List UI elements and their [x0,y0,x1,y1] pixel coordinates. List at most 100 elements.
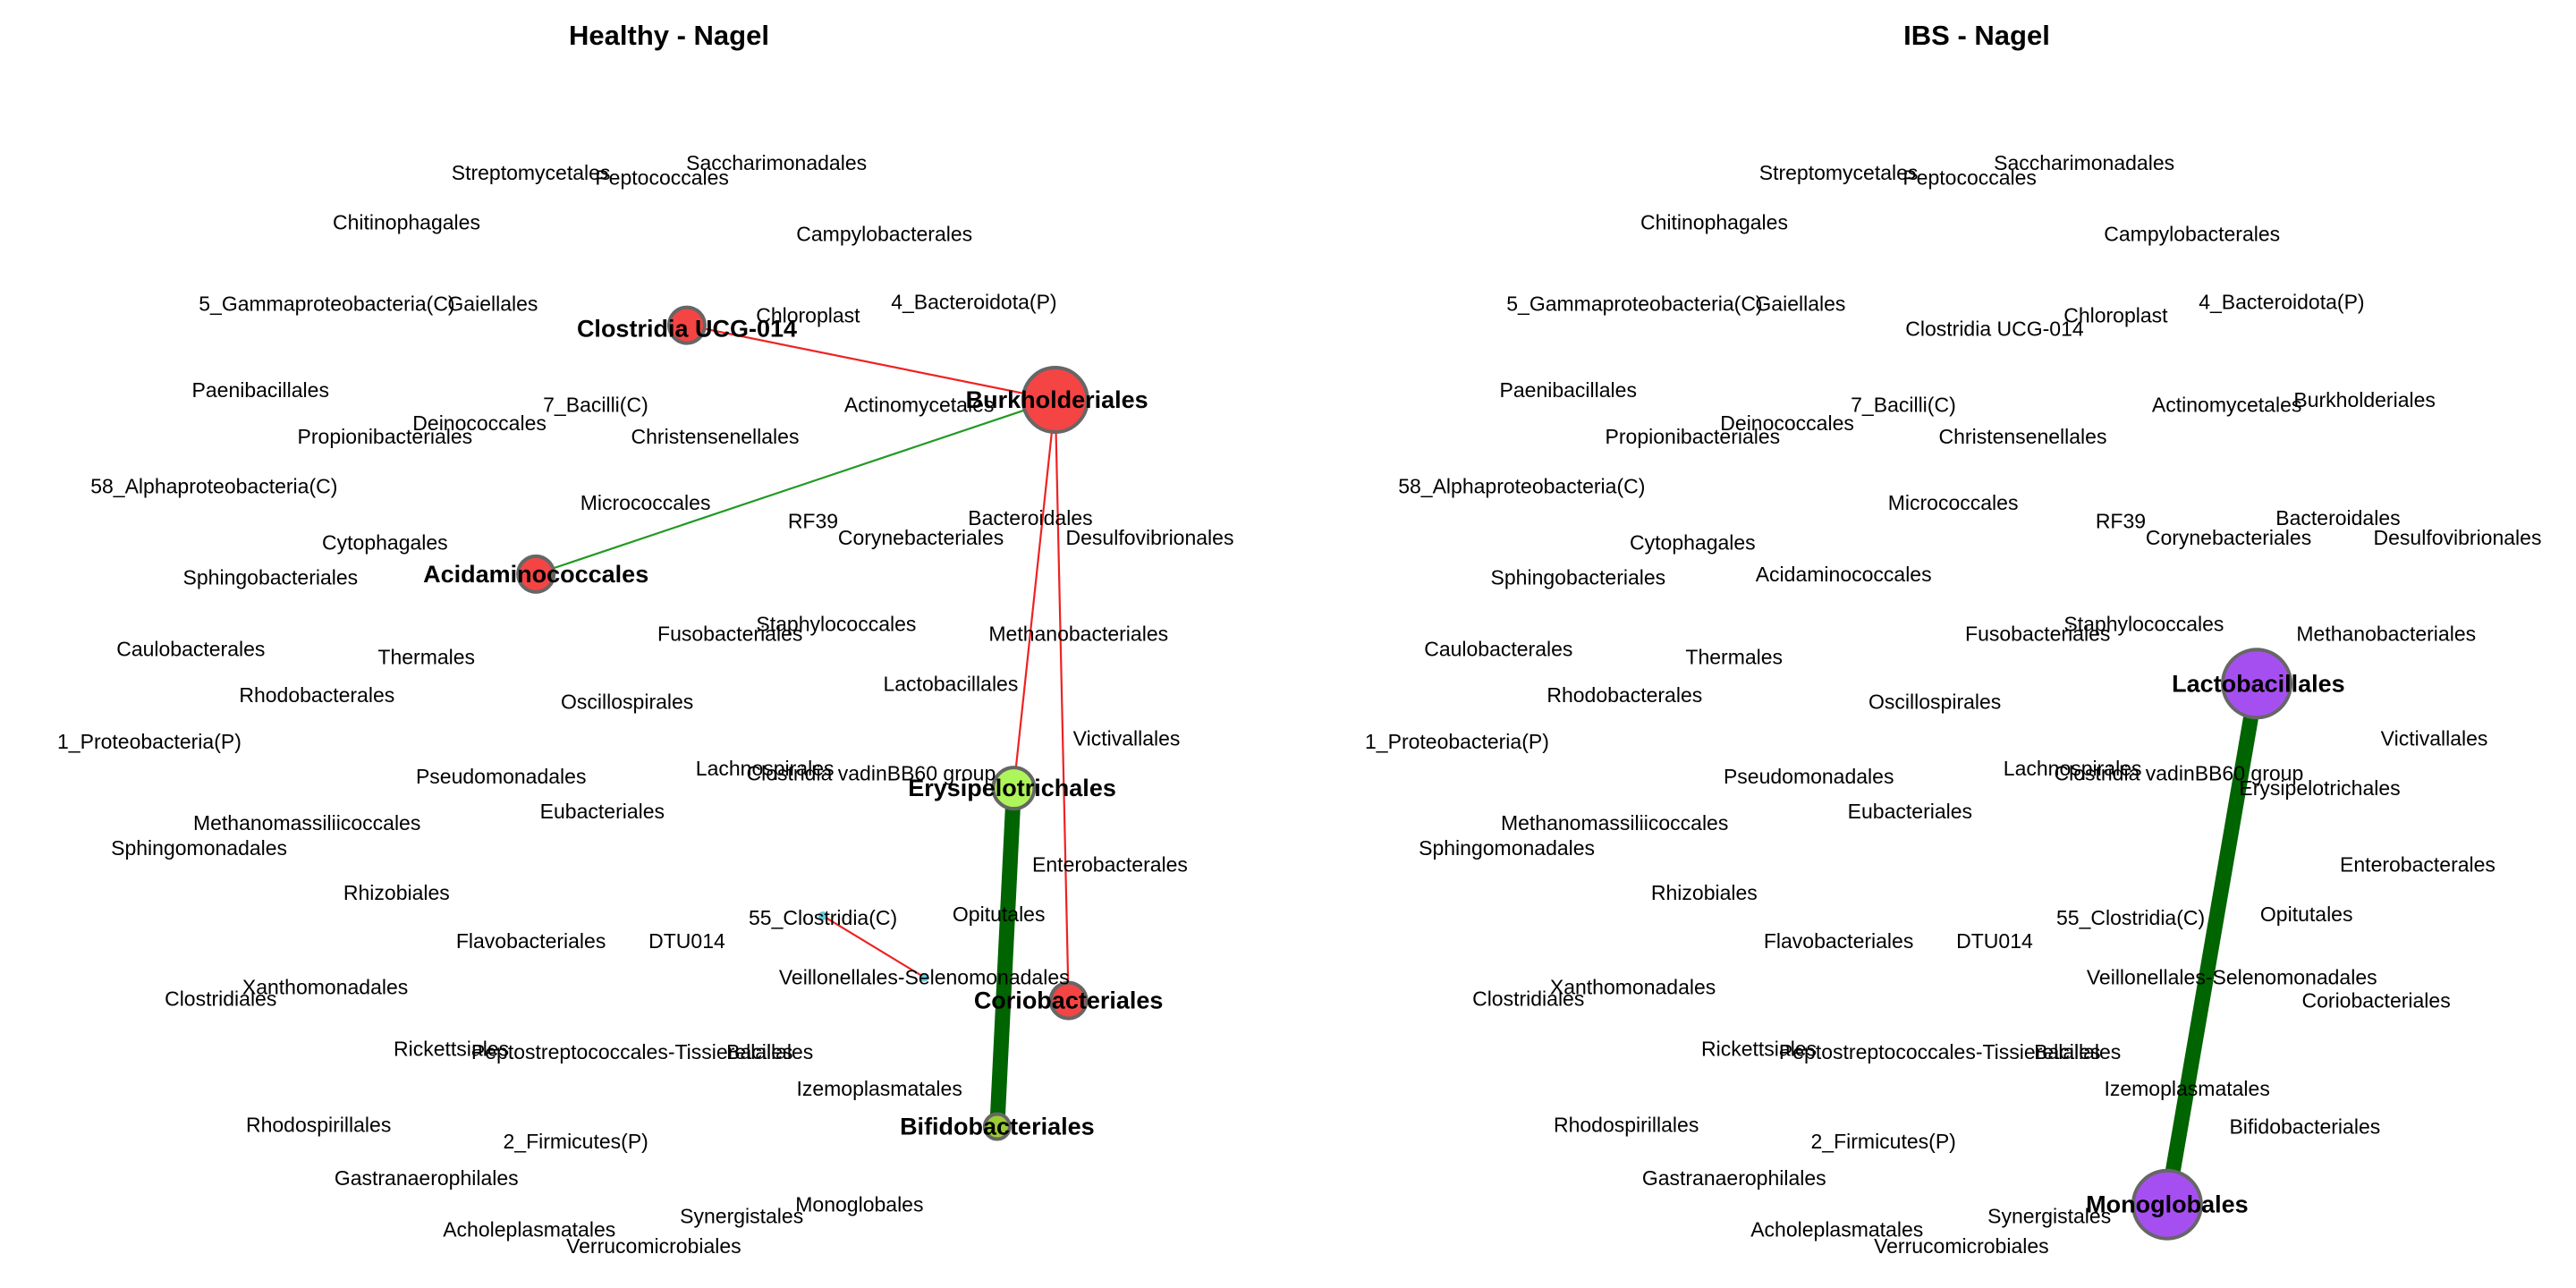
label-5-gammaproteobacteria-c: 5_Gammaproteobacteria(C) [1506,292,1762,315]
label-pseudomonadales: Pseudomonadales [1724,765,1894,788]
node-veillonellales-selenomonadales [919,972,929,982]
label-propionibacteriales: Propionibacteriales [1606,425,1781,448]
label-chitinophagales: Chitinophagales [1640,211,1788,234]
label-gastranaerophilales: Gastranaerophilales [335,1166,519,1190]
label-izemoplasmatales: Izemoplasmatales [796,1077,962,1100]
label-caulobacterales: Caulobacterales [116,637,265,660]
label-gastranaerophilales: Gastranaerophilales [1642,1166,1826,1190]
label-clostridia-vadinbb60-group: Clostridia vadinBB60 group [747,761,996,784]
edge-lactobacillales-monoglobales [2159,682,2265,1207]
label-sphingomonadales: Sphingomonadales [1419,836,1595,860]
label-acidaminococcales: Acidaminococcales [423,561,648,588]
label-5-gammaproteobacteria-c: 5_Gammaproteobacteria(C) [199,292,454,315]
label-christensenellales: Christensenellales [1939,425,2107,448]
label-campylobacterales: Campylobacterales [2104,223,2280,246]
label-rhodospirillales: Rhodospirillales [246,1114,391,1137]
label-fusobacteriales: Fusobacteriales [1965,623,2110,646]
label-burkholderiales: Burkholderiales [966,386,1148,413]
label-dtu014: DTU014 [1956,929,2033,953]
label-peptococcales: Peptococcales [595,165,729,189]
label-opitutales: Opitutales [2260,902,2353,926]
label-victivallales: Victivallales [2381,726,2488,750]
label-sphingomonadales: Sphingomonadales [111,836,287,860]
label-coriobacteriales: Coriobacteriales [974,987,1164,1014]
label-sphingobacteriales: Sphingobacteriales [1491,566,1666,589]
label-micrococcales: Micrococcales [580,491,711,514]
label-4-bacteroidota-p: 4_Bacteroidota(P) [2199,291,2364,314]
label-peptostreptococcales-tissierellales: Peptostreptococcales-Tissierellales [1779,1040,2101,1063]
label-rf39: RF39 [788,509,838,532]
label-flavobacteriales: Flavobacteriales [1764,929,1913,953]
label-xanthomonadales: Xanthomonadales [242,976,408,999]
label-erysipelotrichales: Erysipelotrichales [2239,776,2400,800]
label-rickettsiales: Rickettsiales [1701,1037,1817,1060]
label-campylobacterales: Campylobacterales [796,223,972,246]
label-clostridiales: Clostridiales [165,987,276,1011]
label-gaiellales: Gaiellales [1755,292,1845,315]
label-4-bacteroidota-p: 4_Bacteroidota(P) [891,291,1056,314]
label-enterobacterales: Enterobacterales [2340,852,2496,876]
label-7-bacilli-c: 7_Bacilli(C) [543,394,648,417]
label-clostridia-ucg-014: Clostridia UCG-014 [1905,317,2084,340]
label-methanobacteriales: Methanobacteriales [2296,623,2476,646]
edge-burkholderiales-acidaminococcales [535,399,1056,575]
node-bifidobacteriales [982,1112,1012,1141]
label-rhodospirillales: Rhodospirillales [1554,1114,1699,1137]
label-lachnospirales: Lachnospirales [2004,757,2142,780]
label-gaiellales: Gaiellales [447,292,538,315]
node-burkholderiales [1021,366,1089,435]
label-corynebacteriales: Corynebacteriales [838,526,1004,549]
label-lactobacillales: Lactobacillales [2172,670,2345,697]
label-rf39: RF39 [2096,509,2146,532]
label-staphylococcales: Staphylococcales [2063,612,2224,635]
label-veillonellales-selenomonadales: Veillonellales-Selenomonadales [2087,966,2377,989]
label-paenibacillales: Paenibacillales [1500,378,1637,402]
label-caulobacterales: Caulobacterales [1424,637,1572,660]
node-erysipelotrichales [991,766,1037,811]
label-bacteroidales: Bacteroidales [968,506,1092,530]
edge-burkholderiales-coriobacteriales [1054,400,1070,1001]
label-eubacteriales: Eubacteriales [1848,800,1972,823]
label-corynebacteriales: Corynebacteriales [2146,526,2311,549]
node-acidaminococcales [516,554,556,594]
node-layer [2131,648,2293,1241]
panel-title: IBS - Nagel [1903,20,2050,51]
label-methanobacteriales: Methanobacteriales [988,623,1168,646]
label-bacteroidales: Bacteroidales [2275,506,2400,530]
node-layer [516,305,1089,1141]
label-monoglobales: Monoglobales [2086,1191,2249,1218]
label-rhodobacterales: Rhodobacterales [1546,683,1702,707]
label-micrococcales: Micrococcales [1888,491,2019,514]
label-saccharimonadales: Saccharimonadales [686,151,867,174]
label-staphylococcales: Staphylococcales [756,612,916,635]
label-fusobacteriales: Fusobacteriales [657,623,802,646]
label-flavobacteriales: Flavobacteriales [456,929,606,953]
label-deinococcales: Deinococcales [1720,411,1854,435]
label-streptomycetales: Streptomycetales [452,161,611,184]
label-layer: StreptomycetalesPeptococcalesSaccharimon… [1365,151,2541,1258]
label-synergistales: Synergistales [1987,1205,2111,1228]
label-lactobacillales: Lactobacillales [883,672,1018,695]
label-opitutales: Opitutales [953,902,1046,926]
label-methanomassiliicoccales: Methanomassiliicoccales [193,811,420,835]
label-chitinophagales: Chitinophagales [333,211,480,234]
label-peptococcales: Peptococcales [1902,165,2037,189]
healthy-network-panel: Healthy - Nagel StreptomycetalesPeptococ… [57,20,1233,1258]
panel-title: Healthy - Nagel [569,20,769,51]
label-verrucomicrobiales: Verrucomicrobiales [566,1234,741,1258]
label-cytophagales: Cytophagales [322,531,448,555]
edge-layer [535,324,1070,1127]
label-enterobacterales: Enterobacterales [1032,852,1188,876]
label-coriobacteriales: Coriobacteriales [2302,989,2451,1013]
label-methanomassiliicoccales: Methanomassiliicoccales [1501,811,1728,835]
edge-layer [2159,682,2265,1207]
label-sphingobacteriales: Sphingobacteriales [183,566,359,589]
label-oscillospirales: Oscillospirales [561,691,693,714]
ibs-network-panel: IBS - Nagel StreptomycetalesPeptococcale… [1365,20,2541,1258]
label-1-proteobacteria-p: 1_Proteobacteria(P) [57,730,242,753]
label-izemoplasmatales: Izemoplasmatales [2104,1077,2269,1100]
label-erysipelotrichales: Erysipelotrichales [908,775,1116,801]
label-victivallales: Victivallales [1073,726,1181,750]
label-rhizobiales: Rhizobiales [343,881,450,904]
